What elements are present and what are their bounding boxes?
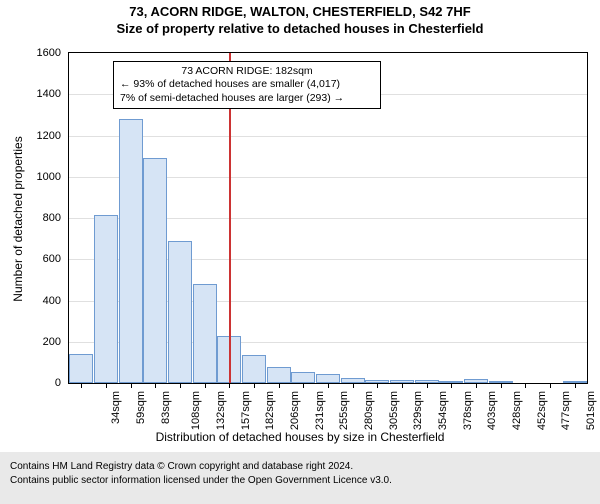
- x-tick: [205, 383, 206, 388]
- y-tick-label: 1400: [37, 88, 61, 100]
- attribution-footer: Contains HM Land Registry data © Crown c…: [0, 452, 600, 504]
- x-tick: [402, 383, 403, 388]
- x-tick-label: 354sqm: [437, 391, 449, 430]
- x-tick: [451, 383, 452, 388]
- page-subtitle: Size of property relative to detached ho…: [0, 21, 600, 36]
- x-tick-label: 59sqm: [135, 391, 147, 424]
- x-tick-label: 501sqm: [585, 391, 597, 430]
- histogram-bar: [291, 372, 315, 383]
- x-tick-label: 305sqm: [388, 391, 400, 430]
- histogram-bar: [94, 215, 118, 383]
- annotation-line: 7% of semi-detached houses are larger (2…: [120, 92, 374, 105]
- histogram-bar: [143, 158, 167, 383]
- histogram-bar: [193, 284, 217, 383]
- x-tick: [279, 383, 280, 388]
- y-axis-title: Number of detached properties: [11, 136, 25, 301]
- x-tick: [575, 383, 576, 388]
- histogram-plot-area: 0200400600800100012001400160034sqm59sqm8…: [68, 52, 588, 384]
- x-tick: [328, 383, 329, 388]
- x-tick: [180, 383, 181, 388]
- histogram-bar: [242, 355, 266, 383]
- page-title-address: 73, ACORN RIDGE, WALTON, CHESTERFIELD, S…: [0, 4, 600, 19]
- x-tick: [229, 383, 230, 388]
- y-tick-label: 1200: [37, 130, 61, 142]
- y-tick-label: 0: [55, 377, 61, 389]
- x-tick-label: 182sqm: [264, 391, 276, 430]
- x-tick-label: 83sqm: [160, 391, 172, 424]
- x-tick-label: 157sqm: [240, 391, 252, 430]
- annotation-title: 73 ACORN RIDGE: 182sqm: [120, 65, 374, 78]
- annotation-box: 73 ACORN RIDGE: 182sqm← 93% of detached …: [113, 61, 381, 108]
- x-tick-label: 280sqm: [363, 391, 375, 430]
- histogram-bar: [69, 354, 93, 383]
- x-tick: [254, 383, 255, 388]
- y-tick-label: 200: [43, 336, 61, 348]
- x-tick-label: 132sqm: [215, 391, 227, 430]
- x-tick: [303, 383, 304, 388]
- histogram-bar: [316, 374, 340, 383]
- y-tick-label: 1000: [37, 171, 61, 183]
- x-tick-label: 206sqm: [289, 391, 301, 430]
- y-tick-label: 600: [43, 253, 61, 265]
- x-tick-label: 378sqm: [462, 391, 474, 430]
- y-tick-label: 400: [43, 295, 61, 307]
- histogram-bar: [267, 367, 291, 384]
- x-tick: [131, 383, 132, 388]
- x-tick: [427, 383, 428, 388]
- histogram-bar: [119, 119, 143, 383]
- x-tick: [81, 383, 82, 388]
- x-tick-label: 428sqm: [511, 391, 523, 430]
- footer-line-2: Contains public sector information licen…: [10, 474, 590, 488]
- x-tick-label: 108sqm: [190, 391, 202, 430]
- x-tick-label: 34sqm: [110, 391, 122, 424]
- x-tick: [106, 383, 107, 388]
- x-tick: [155, 383, 156, 388]
- x-tick-label: 403sqm: [486, 391, 498, 430]
- footer-line-1: Contains HM Land Registry data © Crown c…: [10, 460, 590, 474]
- x-tick: [353, 383, 354, 388]
- x-tick-label: 329sqm: [412, 391, 424, 430]
- annotation-line: ← 93% of detached houses are smaller (4,…: [120, 78, 374, 91]
- y-tick-label: 800: [43, 212, 61, 224]
- x-tick: [550, 383, 551, 388]
- chart-container: Number of detached properties 0200400600…: [0, 44, 600, 442]
- x-tick: [377, 383, 378, 388]
- x-tick-label: 477sqm: [560, 391, 572, 430]
- gridline: [69, 136, 587, 137]
- histogram-bar: [168, 241, 192, 383]
- x-tick: [525, 383, 526, 388]
- x-tick-label: 255sqm: [338, 391, 350, 430]
- x-tick: [501, 383, 502, 388]
- x-tick: [476, 383, 477, 388]
- x-tick-label: 452sqm: [536, 391, 548, 430]
- y-tick-label: 1600: [37, 47, 61, 59]
- x-axis-title: Distribution of detached houses by size …: [0, 430, 600, 444]
- x-tick-label: 231sqm: [314, 391, 326, 430]
